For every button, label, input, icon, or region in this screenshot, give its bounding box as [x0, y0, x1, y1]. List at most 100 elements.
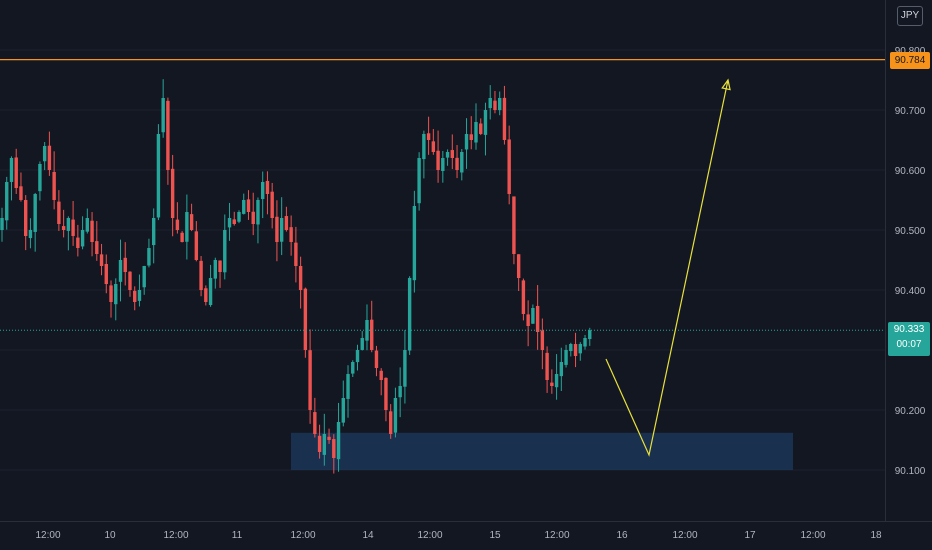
candle[interactable]: [85, 208, 90, 234]
candle[interactable]: [275, 200, 279, 262]
candle[interactable]: [469, 116, 473, 150]
candle[interactable]: [270, 182, 274, 229]
candle[interactable]: [251, 192, 255, 236]
candle[interactable]: [284, 206, 289, 232]
candle[interactable]: [52, 151, 56, 210]
candle[interactable]: [464, 118, 469, 169]
candle[interactable]: [147, 238, 151, 268]
candle[interactable]: [237, 210, 241, 224]
candle[interactable]: [180, 231, 184, 243]
candle[interactable]: [516, 254, 521, 292]
candle[interactable]: [38, 161, 42, 201]
candle[interactable]: [71, 201, 75, 246]
currency-badge[interactable]: JPY: [897, 6, 923, 26]
candle[interactable]: [19, 172, 23, 202]
candle[interactable]: [569, 342, 573, 357]
candle[interactable]: [166, 97, 170, 185]
candle[interactable]: [57, 190, 61, 231]
candle[interactable]: [360, 331, 364, 351]
candle[interactable]: [90, 212, 94, 257]
candle[interactable]: [294, 226, 298, 283]
candle[interactable]: [526, 300, 530, 347]
candle[interactable]: [483, 102, 488, 156]
candle[interactable]: [441, 150, 445, 183]
candle[interactable]: [550, 369, 554, 394]
candle[interactable]: [142, 265, 146, 295]
candle[interactable]: [261, 171, 265, 219]
candle[interactable]: [488, 85, 492, 120]
candle[interactable]: [327, 428, 331, 444]
candle[interactable]: [303, 287, 308, 358]
candle[interactable]: [279, 197, 284, 256]
candle[interactable]: [445, 149, 450, 166]
candle[interactable]: [194, 221, 199, 262]
candle[interactable]: [545, 346, 549, 393]
candle[interactable]: [313, 397, 317, 438]
candle[interactable]: [479, 118, 483, 136]
candle[interactable]: [578, 342, 582, 361]
projection-path[interactable]: [605, 79, 729, 457]
candle[interactable]: [412, 190, 417, 293]
candle[interactable]: [426, 116, 431, 155]
candle[interactable]: [208, 264, 213, 307]
candle[interactable]: [298, 256, 303, 309]
candle[interactable]: [42, 142, 47, 171]
candle[interactable]: [104, 254, 108, 294]
candle[interactable]: [388, 404, 393, 439]
candle[interactable]: [398, 367, 402, 418]
candle[interactable]: [24, 195, 28, 251]
candle[interactable]: [47, 131, 52, 176]
candle[interactable]: [531, 304, 535, 324]
candle[interactable]: [379, 368, 383, 396]
candle[interactable]: [502, 85, 507, 145]
candle[interactable]: [118, 239, 123, 302]
candle[interactable]: [80, 216, 85, 250]
candle[interactable]: [431, 129, 436, 155]
candle[interactable]: [185, 194, 189, 260]
candle[interactable]: [289, 215, 293, 256]
candle[interactable]: [218, 260, 222, 288]
candle[interactable]: [554, 354, 559, 400]
candle[interactable]: [498, 91, 502, 116]
candle[interactable]: [588, 327, 592, 346]
candle[interactable]: [114, 278, 118, 321]
candle[interactable]: [99, 243, 104, 276]
candle[interactable]: [403, 330, 407, 404]
candle[interactable]: [109, 280, 113, 318]
candle[interactable]: [5, 176, 9, 230]
candle[interactable]: [308, 329, 312, 424]
candle[interactable]: [9, 156, 14, 201]
candle[interactable]: [33, 192, 37, 252]
candle[interactable]: [322, 413, 327, 466]
candle[interactable]: [583, 334, 587, 350]
candle[interactable]: [123, 242, 127, 286]
candle[interactable]: [564, 344, 568, 368]
candle[interactable]: [189, 203, 194, 232]
candle[interactable]: [346, 365, 350, 418]
candle[interactable]: [507, 125, 511, 205]
candle[interactable]: [370, 300, 374, 353]
candle[interactable]: [128, 271, 132, 297]
candle[interactable]: [317, 424, 322, 459]
candle[interactable]: [417, 152, 421, 211]
candle[interactable]: [133, 286, 137, 311]
time-axis[interactable]: 12:00 10 12:00 11 12:00 14 12:00 15 12:00 16 12:00…: [35, 530, 882, 541]
candle[interactable]: [227, 202, 232, 241]
candle[interactable]: [151, 208, 156, 264]
candle[interactable]: [573, 332, 578, 368]
candle[interactable]: [199, 256, 203, 297]
candle[interactable]: [336, 402, 341, 472]
candle[interactable]: [28, 218, 33, 249]
candle[interactable]: [76, 224, 80, 257]
candle[interactable]: [0, 207, 4, 242]
candle[interactable]: [493, 90, 497, 114]
candle[interactable]: [175, 202, 180, 234]
candle[interactable]: [540, 318, 545, 370]
candle[interactable]: [355, 344, 360, 371]
candle[interactable]: [460, 149, 464, 181]
candle[interactable]: [61, 209, 66, 238]
candle[interactable]: [341, 380, 345, 427]
candle[interactable]: [535, 285, 540, 350]
candle[interactable]: [455, 145, 459, 179]
candle[interactable]: [161, 79, 165, 138]
